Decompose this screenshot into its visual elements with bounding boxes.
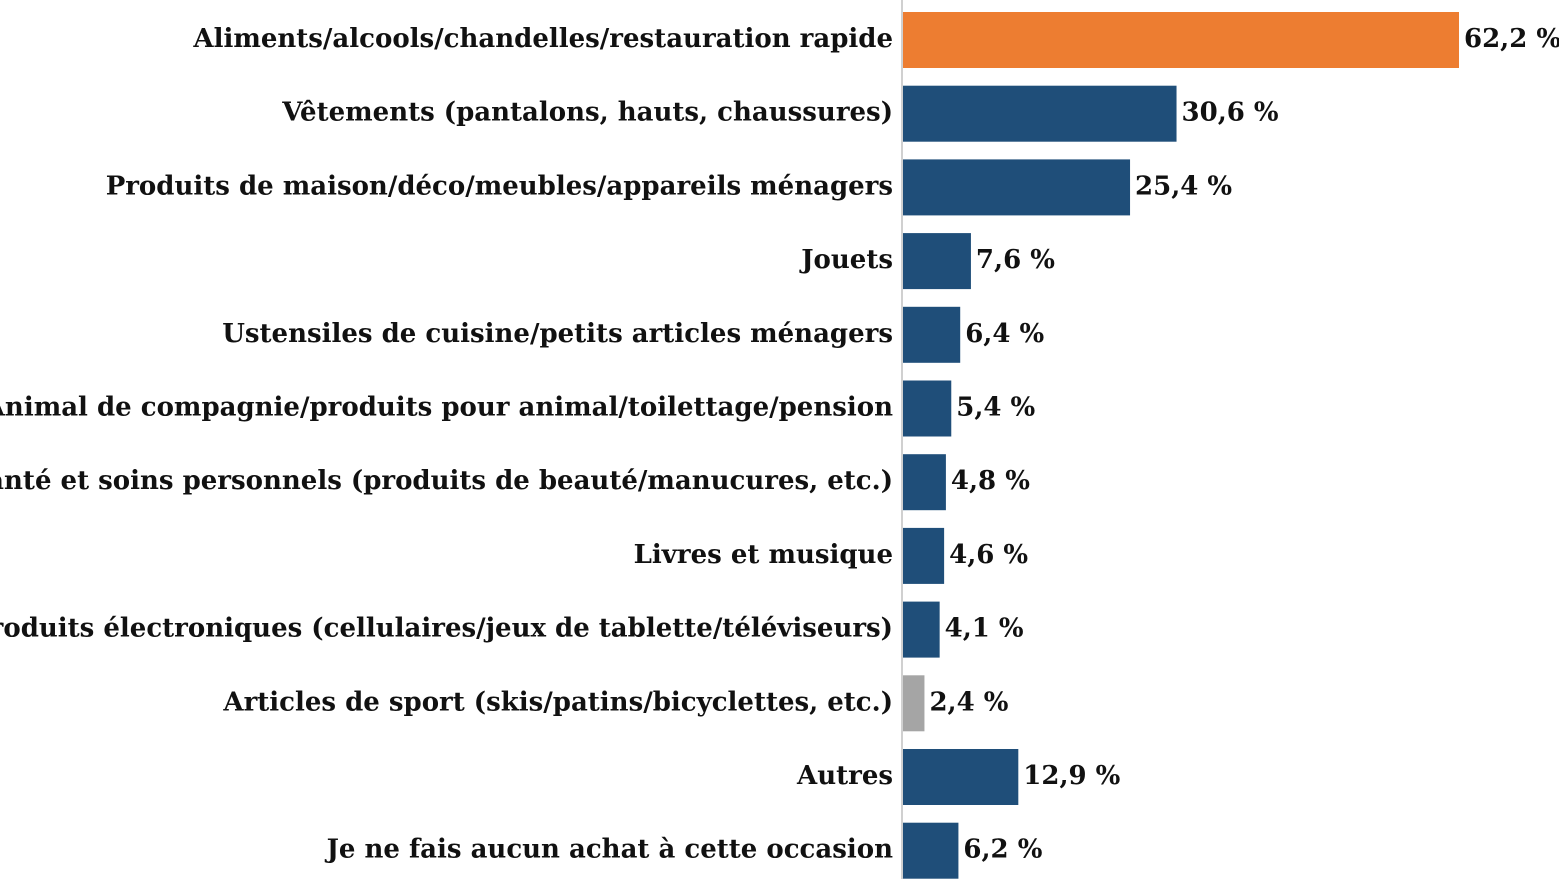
value-label: 12,9 % <box>1023 761 1120 791</box>
bar <box>903 822 959 879</box>
category-label: Ustensiles de cuisine/petits articles mé… <box>222 319 893 349</box>
bar <box>903 527 945 584</box>
bar <box>903 380 952 437</box>
bar <box>903 601 940 658</box>
bar <box>903 159 1131 216</box>
value-label: 2,4 % <box>929 687 1008 717</box>
bar <box>903 454 946 511</box>
bar <box>903 233 971 290</box>
category-label: Articles de sport (skis/patins/bicyclett… <box>222 687 893 717</box>
category-label: Autres <box>796 761 893 791</box>
category-label: Produits électroniques (cellulaires/jeux… <box>0 614 893 644</box>
value-label: 4,8 % <box>951 466 1030 496</box>
bar <box>903 12 1459 68</box>
value-label: 4,1 % <box>945 614 1024 644</box>
bar <box>903 749 1019 805</box>
value-label: 62,2 % <box>1464 24 1559 54</box>
value-label: 6,2 % <box>963 835 1042 865</box>
value-label: 25,4 % <box>1135 171 1232 201</box>
bar <box>903 85 1177 142</box>
category-label: Je ne fais aucun achat à cette occasion <box>325 835 894 865</box>
category-label: Animal de compagnie/produits pour animal… <box>0 393 893 423</box>
value-label: 30,6 % <box>1182 98 1279 128</box>
category-label: Aliments/alcools/chandelles/restauration… <box>192 24 893 54</box>
category-label: Jouets <box>799 245 893 275</box>
value-label: 5,4 % <box>956 393 1035 423</box>
category-label: Produits de maison/déco/meubles/appareil… <box>106 171 893 201</box>
value-label: 6,4 % <box>965 319 1044 349</box>
bar <box>903 675 925 732</box>
value-label: 4,6 % <box>949 540 1028 570</box>
category-label: Livres et musique <box>634 540 893 570</box>
value-label: 7,6 % <box>976 245 1055 275</box>
category-label: Vêtements (pantalons, hauts, chaussures) <box>281 98 893 128</box>
category-label: Santé et soins personnels (produits de b… <box>0 466 893 496</box>
bar <box>903 306 961 363</box>
